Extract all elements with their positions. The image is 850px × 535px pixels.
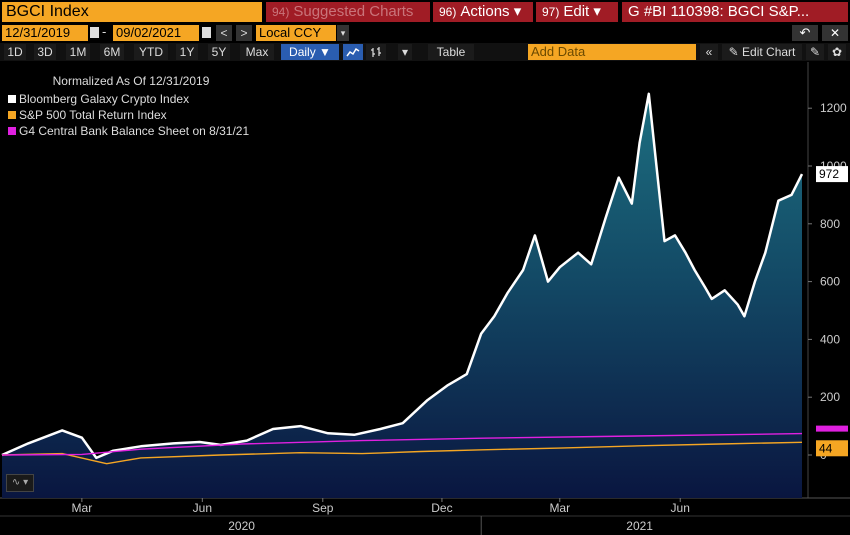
- legend-swatch: [8, 127, 16, 135]
- menu-label: Edit: [563, 3, 590, 20]
- period-1y-button[interactable]: 1Y: [176, 44, 198, 60]
- chart-options-dropdown[interactable]: ▾: [398, 44, 412, 60]
- next-period-button[interactable]: >: [236, 25, 252, 41]
- x-tick-label: Dec: [431, 501, 452, 515]
- y-tick-label: 1200: [820, 101, 847, 115]
- date-separator: -: [102, 24, 107, 39]
- chevron-down-icon: ▾: [513, 3, 522, 20]
- y-tick-label: 600: [820, 275, 840, 289]
- y-tick-label: 400: [820, 332, 840, 346]
- calendar-icon[interactable]: [202, 27, 211, 38]
- ohlc-bar-icon[interactable]: [366, 44, 386, 60]
- legend-swatch: [8, 111, 16, 119]
- currency-select[interactable]: Local CCY: [256, 25, 336, 41]
- close-icon[interactable]: ✕: [822, 25, 848, 41]
- series-line-1: [1, 441, 803, 465]
- series-line-2: [1, 432, 803, 456]
- last-value-badge-sp500: [816, 440, 848, 457]
- annotate-icon[interactable]: ✎: [806, 44, 824, 60]
- period-1d-button[interactable]: 1D: [4, 44, 26, 60]
- chart-legend: Normalized As Of 12/31/2019 Bloomberg Ga…: [4, 70, 258, 146]
- menu-label: Actions: [460, 3, 510, 20]
- x-year-label: 2020: [228, 519, 255, 533]
- x-tick-label: Jun: [671, 501, 690, 515]
- legend-item-g4[interactable]: G4 Central Bank Balance Sheet on 8/31/21: [8, 124, 249, 138]
- price-chart[interactable]: 02004006008001000120097244MarJunSepDecMa…: [0, 62, 850, 535]
- legend-label: S&P 500 Total Return Index: [19, 108, 167, 122]
- chart-type-button[interactable]: ∿ ▾: [6, 474, 34, 492]
- y-tick-label: 800: [820, 217, 840, 231]
- edit-menu[interactable]: 97) Edit ▾: [536, 2, 618, 22]
- frequency-select[interactable]: Daily ▼: [281, 44, 339, 60]
- gear-icon[interactable]: ✿: [828, 44, 846, 60]
- line-chart-icon[interactable]: [343, 44, 363, 60]
- chevron-down-icon[interactable]: ▾: [337, 25, 349, 41]
- ticker-field[interactable]: BGCI Index: [2, 2, 262, 22]
- x-tick-label: Sep: [312, 501, 334, 515]
- date-range-bar: 12/31/2019 - 09/02/2021 < > Local CCY ▾ …: [0, 24, 850, 42]
- last-value-badge-g4: [816, 425, 848, 432]
- series-line-0: [1, 92, 804, 460]
- chart-area[interactable]: 02004006008001000120097244MarJunSepDecMa…: [0, 62, 850, 535]
- undo-icon[interactable]: ↶: [792, 25, 818, 41]
- end-date-input[interactable]: 09/02/2021: [113, 25, 199, 41]
- chart-toolbar: 1D 3D 1M 6M YTD 1Y 5Y Max Daily ▼ ▾ Tabl…: [0, 43, 850, 61]
- period-1m-button[interactable]: 1M: [66, 44, 90, 60]
- calendar-icon[interactable]: [90, 27, 99, 38]
- period-5y-button[interactable]: 5Y: [208, 44, 230, 60]
- chevron-down-icon: ▾: [593, 3, 601, 20]
- legend-item-sp500[interactable]: S&P 500 Total Return Index: [8, 108, 167, 122]
- add-data-input[interactable]: Add Data: [528, 44, 696, 60]
- start-date-input[interactable]: 12/31/2019: [2, 25, 88, 41]
- security-title[interactable]: G #BI 110398: BGCI S&P...: [622, 2, 848, 22]
- legend-title: Normalized As Of 12/31/2019: [52, 74, 210, 88]
- actions-menu[interactable]: 96) Actions ▾: [433, 2, 533, 22]
- suggested-charts-menu[interactable]: 94) Suggested Charts: [266, 2, 430, 22]
- x-tick-label: Mar: [549, 501, 570, 515]
- menu-number: 97): [542, 5, 560, 19]
- last-value-sp500: 44: [819, 441, 833, 455]
- period-ytd-button[interactable]: YTD: [134, 44, 168, 60]
- menu-number: 94): [272, 5, 290, 19]
- last-value-crypto: 972: [819, 167, 839, 181]
- legend-label: G4 Central Bank Balance Sheet on 8/31/21: [19, 124, 250, 138]
- legend-label: Bloomberg Galaxy Crypto Index: [19, 92, 190, 106]
- period-3d-button[interactable]: 3D: [34, 44, 56, 60]
- period-max-button[interactable]: Max: [240, 44, 274, 60]
- y-tick-label: 200: [820, 390, 840, 404]
- period-6m-button[interactable]: 6M: [100, 44, 124, 60]
- menu-label: Suggested Charts: [293, 3, 414, 20]
- collapse-icon[interactable]: «: [700, 44, 718, 60]
- legend-swatch: [8, 95, 16, 103]
- previous-period-button[interactable]: <: [216, 25, 232, 41]
- legend-item-crypto[interactable]: Bloomberg Galaxy Crypto Index: [8, 92, 189, 106]
- last-value-badge-crypto: [816, 166, 848, 183]
- title-bar: BGCI Index 94) Suggested Charts 96) Action…: [0, 0, 850, 24]
- table-button[interactable]: Table: [428, 44, 474, 60]
- edit-chart-button[interactable]: ✎ Edit Chart: [722, 44, 802, 60]
- menu-number: 96): [439, 5, 457, 19]
- x-tick-label: Mar: [72, 501, 93, 515]
- series-area-0: [2, 93, 802, 499]
- x-tick-label: Jun: [193, 501, 212, 515]
- x-year-label: 2021: [626, 519, 653, 533]
